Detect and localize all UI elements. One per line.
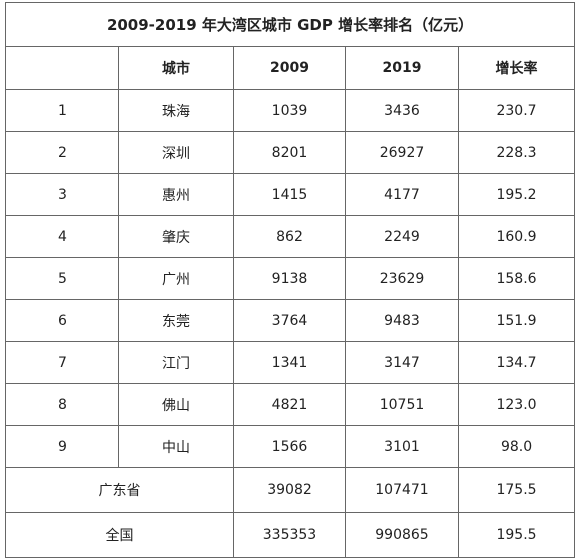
region-cell: 全国 <box>5 512 234 558</box>
gdp-table: 2009-2019 年大湾区城市 GDP 增长率排名（亿元） 城市 2009 2… <box>4 2 576 558</box>
city-cell: 广州 <box>118 257 234 300</box>
data-row: 3 惠州 1415 4177 195.2 <box>5 173 576 216</box>
city-cell: 肇庆 <box>118 215 234 258</box>
value-cell: 990865 <box>345 512 459 558</box>
table-body: 2009-2019 年大湾区城市 GDP 增长率排名（亿元） 城市 2009 2… <box>4 2 576 558</box>
data-row: 6 东莞 3764 9483 151.9 <box>5 299 576 342</box>
data-row: 7 江门 1341 3147 134.7 <box>5 341 576 384</box>
city-cell: 东莞 <box>118 299 234 342</box>
data-row: 1 珠海 1039 3436 230.7 <box>5 89 576 132</box>
rank-cell: 2 <box>5 131 119 174</box>
header-row: 城市 2009 2019 增长率 <box>5 46 576 90</box>
city-cell: 中山 <box>118 425 234 468</box>
value-cell: 335353 <box>233 512 346 558</box>
city-cell: 珠海 <box>118 89 234 132</box>
value-cell: 9483 <box>345 299 459 342</box>
value-cell: 107471 <box>345 467 459 513</box>
value-cell: 10751 <box>345 383 459 426</box>
value-cell: 39082 <box>233 467 346 513</box>
header-cell: 2019 <box>345 46 459 90</box>
header-cell: 增长率 <box>457 46 576 90</box>
city-cell: 江门 <box>118 341 234 384</box>
value-cell: 2249 <box>345 215 459 258</box>
header-cell: 城市 <box>118 46 234 90</box>
rank-cell: 6 <box>5 299 119 342</box>
header-cell <box>5 46 119 90</box>
value-cell: 8201 <box>233 131 346 174</box>
city-cell: 深圳 <box>118 131 234 174</box>
value-cell: 151.9 <box>457 299 576 342</box>
value-cell: 134.7 <box>457 341 576 384</box>
total-row: 广东省 39082 107471 175.5 <box>5 467 576 513</box>
table-title: 2009-2019 年大湾区城市 GDP 增长率排名（亿元） <box>4 2 576 47</box>
value-cell: 26927 <box>345 131 459 174</box>
value-cell: 23629 <box>345 257 459 300</box>
value-cell: 1039 <box>233 89 346 132</box>
value-cell: 1566 <box>233 425 346 468</box>
header-cell: 2009 <box>233 46 346 90</box>
value-cell: 160.9 <box>457 215 576 258</box>
value-cell: 9138 <box>233 257 346 300</box>
region-cell: 广东省 <box>5 467 234 513</box>
value-cell: 98.0 <box>457 425 576 468</box>
value-cell: 228.3 <box>457 131 576 174</box>
value-cell: 158.6 <box>457 257 576 300</box>
value-cell: 175.5 <box>457 467 576 513</box>
value-cell: 230.7 <box>457 89 576 132</box>
value-cell: 4177 <box>345 173 459 216</box>
value-cell: 195.5 <box>457 512 576 558</box>
value-cell: 195.2 <box>457 173 576 216</box>
value-cell: 862 <box>233 215 346 258</box>
rank-cell: 4 <box>5 215 119 258</box>
value-cell: 123.0 <box>457 383 576 426</box>
data-row: 2 深圳 8201 26927 228.3 <box>5 131 576 174</box>
value-cell: 3764 <box>233 299 346 342</box>
rank-cell: 7 <box>5 341 119 384</box>
rank-cell: 9 <box>5 425 119 468</box>
data-row: 5 广州 9138 23629 158.6 <box>5 257 576 300</box>
city-cell: 惠州 <box>118 173 234 216</box>
value-cell: 1341 <box>233 341 346 384</box>
value-cell: 3147 <box>345 341 459 384</box>
rank-cell: 5 <box>5 257 119 300</box>
value-cell: 4821 <box>233 383 346 426</box>
title-row: 2009-2019 年大湾区城市 GDP 增长率排名（亿元） <box>4 2 576 47</box>
rank-cell: 8 <box>5 383 119 426</box>
data-row: 9 中山 1566 3101 98.0 <box>5 425 576 468</box>
data-row: 8 佛山 4821 10751 123.0 <box>5 383 576 426</box>
city-cell: 佛山 <box>118 383 234 426</box>
rank-cell: 3 <box>5 173 119 216</box>
rank-cell: 1 <box>5 89 119 132</box>
value-cell: 3101 <box>345 425 459 468</box>
total-row: 全国 335353 990865 195.5 <box>5 512 576 558</box>
data-row: 4 肇庆 862 2249 160.9 <box>5 215 576 258</box>
value-cell: 1415 <box>233 173 346 216</box>
value-cell: 3436 <box>345 89 459 132</box>
